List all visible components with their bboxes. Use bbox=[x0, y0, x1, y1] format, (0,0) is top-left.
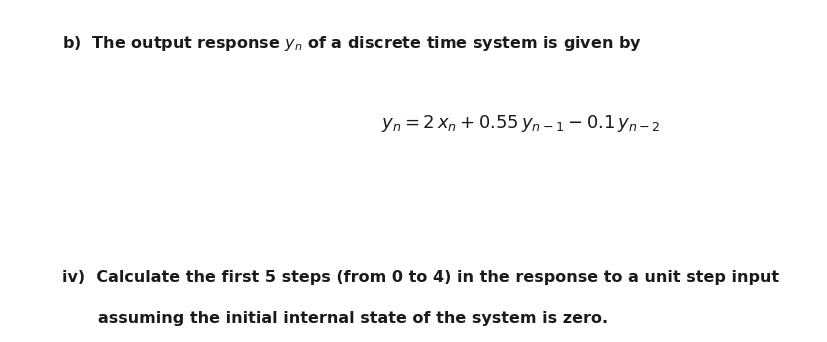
Text: iv)  Calculate the first 5 steps (from 0 to 4) in the response to a unit step in: iv) Calculate the first 5 steps (from 0 … bbox=[62, 270, 778, 285]
Text: assuming the initial internal state of the system is zero.: assuming the initial internal state of t… bbox=[98, 311, 607, 326]
Text: $y_n = 2\,x_n + 0.55\,y_{n-1} - 0.1\,y_{n-2}$: $y_n = 2\,x_n + 0.55\,y_{n-1} - 0.1\,y_{… bbox=[380, 113, 659, 134]
Text: b)  The output response $y_n$ of a discrete time system is given by: b) The output response $y_n$ of a discre… bbox=[62, 34, 641, 53]
